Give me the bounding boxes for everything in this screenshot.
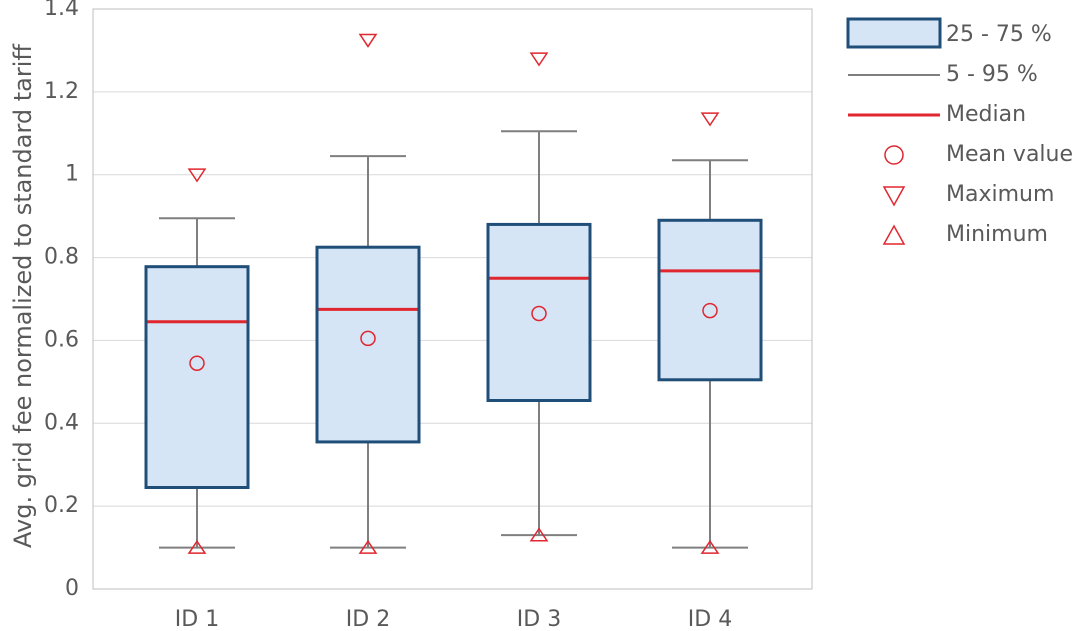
- mean-marker: [702, 302, 718, 319]
- legend-mean-swatch: [884, 145, 904, 165]
- max-marker: [700, 112, 720, 127]
- legend-box-swatch: [846, 17, 942, 49]
- box: [657, 218, 763, 382]
- min-marker: [700, 539, 720, 554]
- x-tick-label: ID 1: [175, 607, 219, 631]
- min-marker: [529, 527, 549, 542]
- box: [486, 222, 592, 402]
- legend-label: 5 - 95 %: [946, 62, 1038, 87]
- box: [144, 265, 250, 489]
- x-tick-label: ID 2: [346, 607, 390, 631]
- legend-max-swatch: [882, 186, 906, 207]
- legend-label: Median: [946, 102, 1026, 127]
- legend-label: 25 - 75 %: [946, 22, 1052, 47]
- x-tick-label: ID 3: [517, 607, 561, 631]
- y-tick-label: 0.2: [44, 493, 79, 518]
- mean-marker: [360, 330, 376, 347]
- y-tick-label: 1.4: [44, 0, 79, 21]
- legend-label: Mean value: [946, 142, 1073, 167]
- y-axis-label: Avg. grid fee normalized to standard tar…: [9, 44, 37, 548]
- x-tick-label: ID 4: [688, 607, 732, 631]
- mean-marker: [189, 355, 205, 371]
- box: [315, 245, 421, 444]
- max-marker: [358, 33, 378, 48]
- min-marker: [358, 539, 378, 554]
- max-marker: [187, 168, 207, 183]
- y-tick-label: 0: [65, 576, 79, 601]
- min-marker: [187, 539, 207, 554]
- legend-min-swatch: [882, 224, 906, 245]
- y-tick-label: 0.4: [44, 410, 79, 435]
- legend-label: Maximum: [946, 182, 1054, 207]
- y-tick-label: 0.8: [44, 245, 79, 270]
- y-tick-label: 1.2: [44, 79, 79, 104]
- y-tick-label: 0.6: [44, 327, 79, 352]
- plot-frame: [92, 8, 813, 590]
- mean-marker: [531, 305, 547, 322]
- max-marker: [529, 52, 549, 67]
- legend-label: Minimum: [946, 222, 1048, 247]
- y-tick-label: 1: [65, 162, 79, 187]
